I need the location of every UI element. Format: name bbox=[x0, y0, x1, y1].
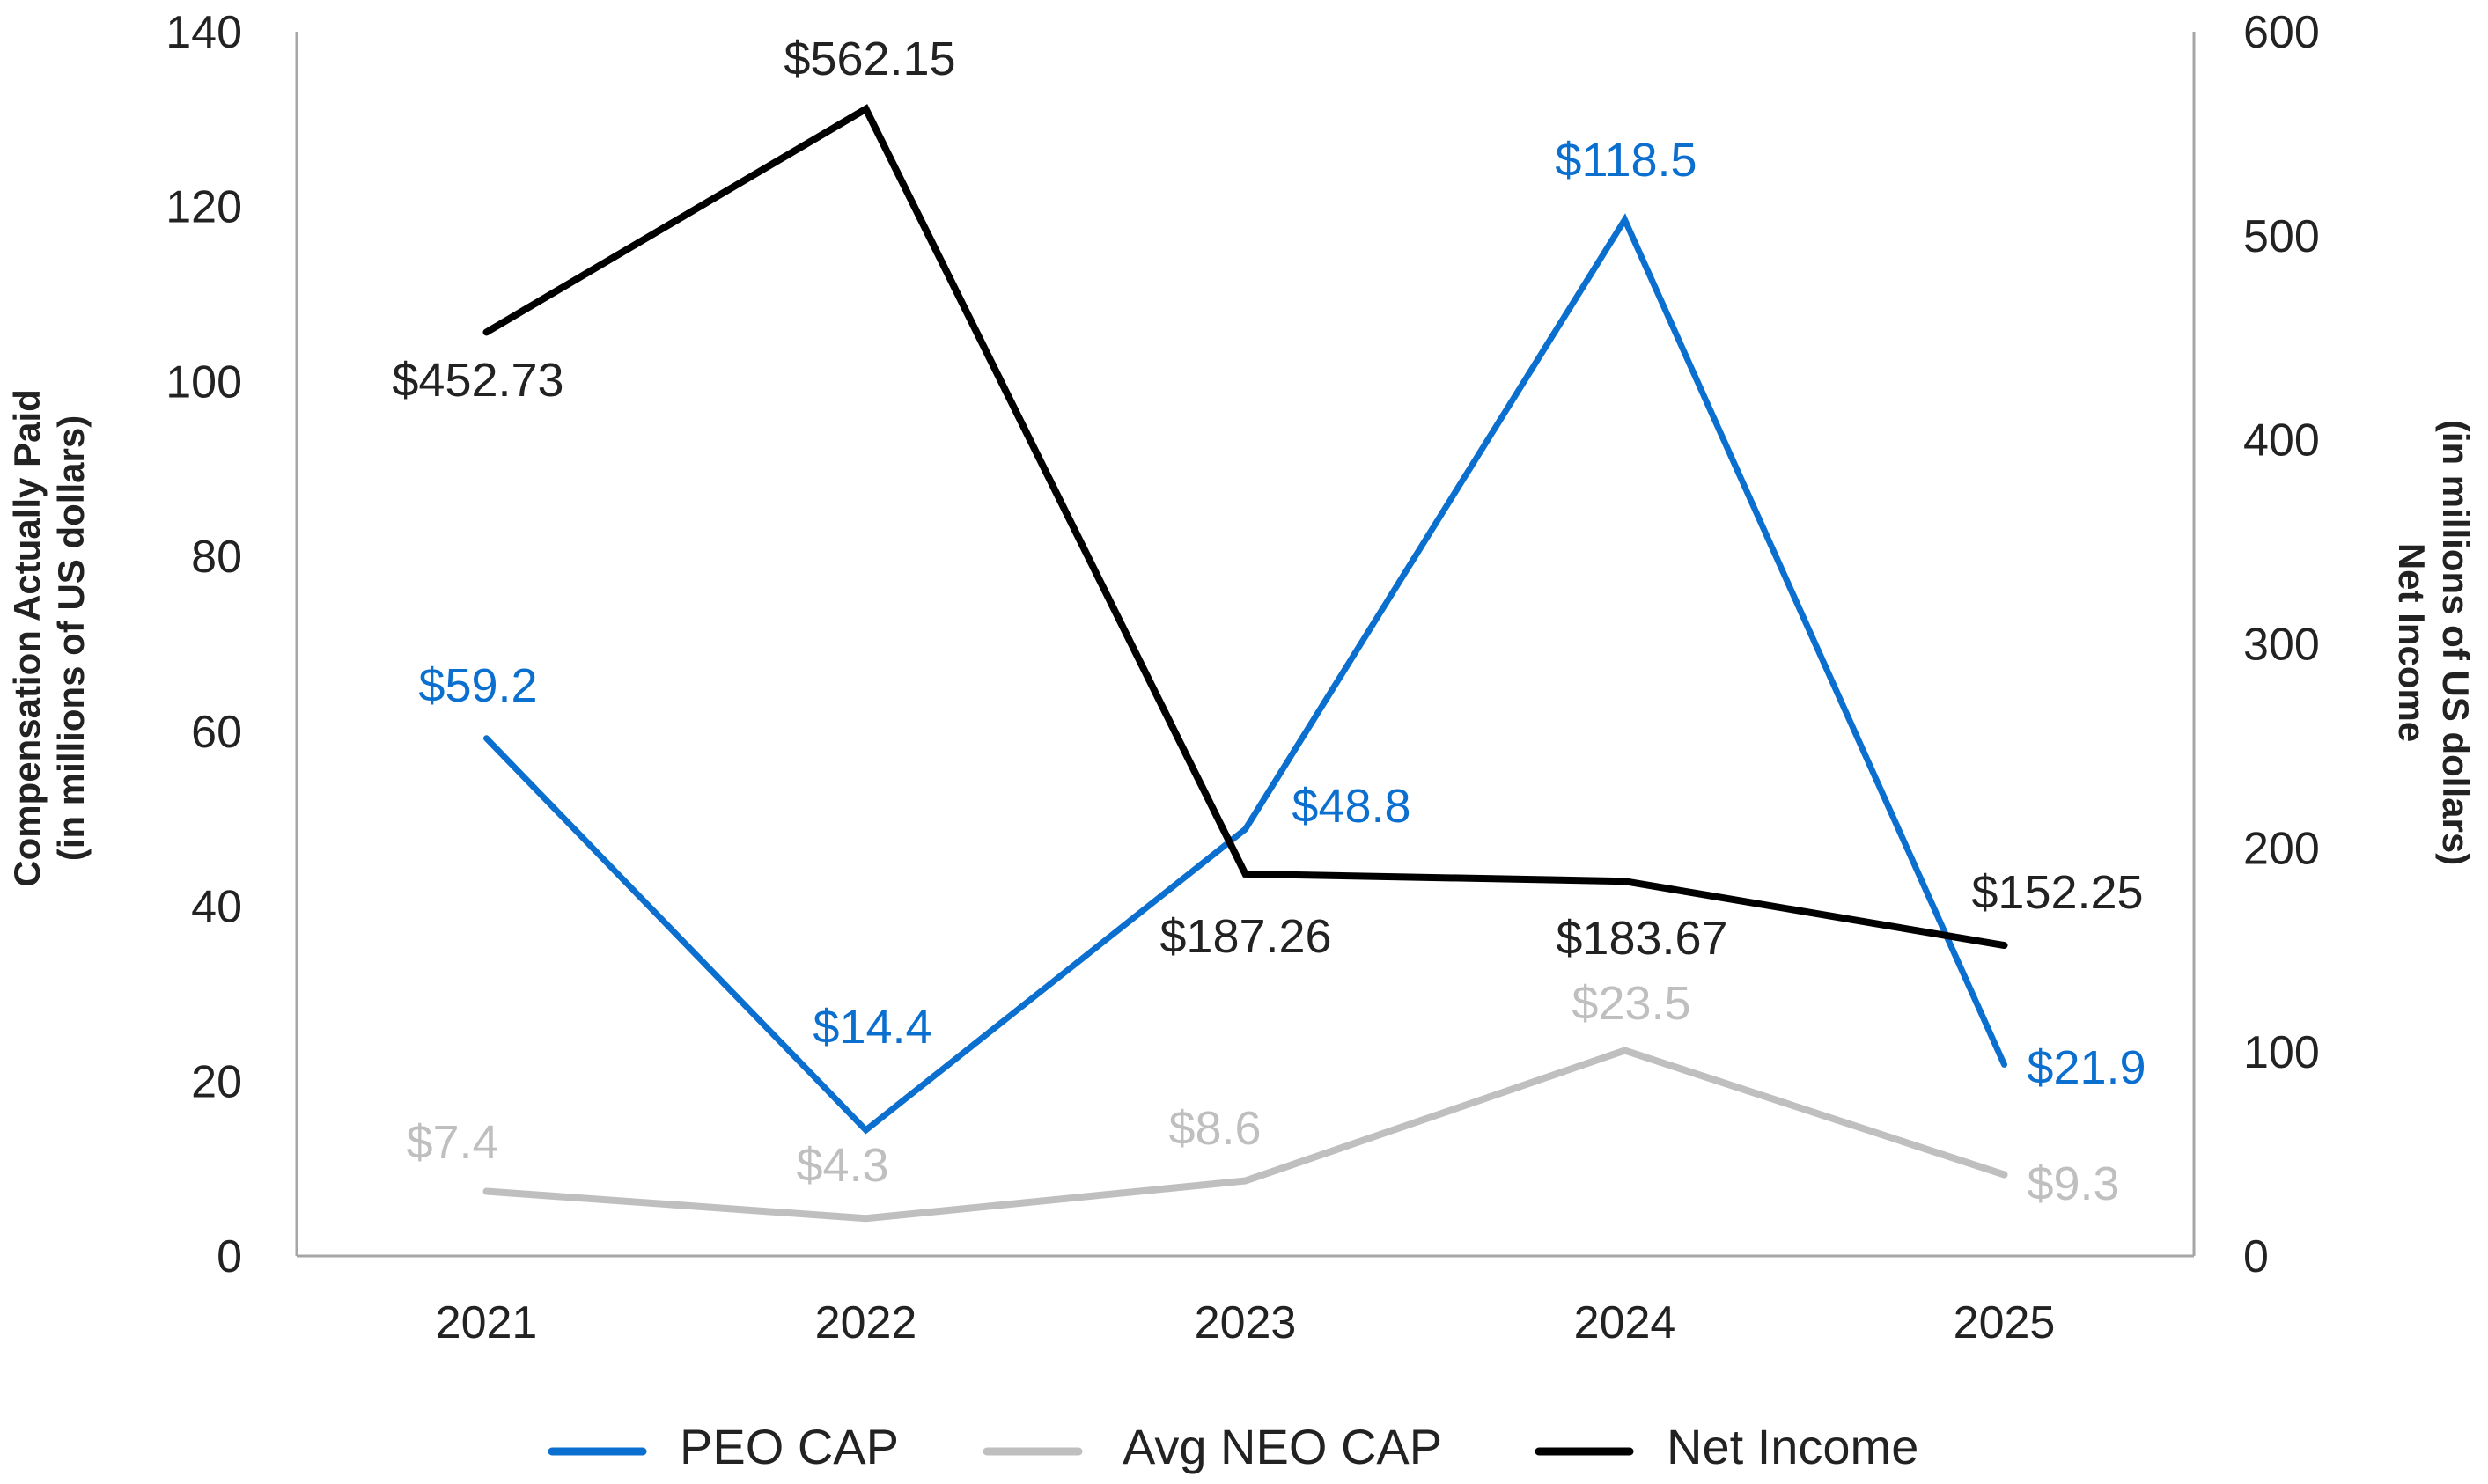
data-label: $7.4 bbox=[406, 1116, 498, 1169]
data-label: $183.67 bbox=[1556, 912, 1727, 965]
x-tick-label: 2021 bbox=[436, 1297, 538, 1348]
right-tick-label: 400 bbox=[2243, 415, 2320, 467]
data-label: $14.4 bbox=[813, 1001, 931, 1054]
data-label: $59.2 bbox=[418, 659, 537, 712]
right-tick-label: 500 bbox=[2243, 211, 2320, 262]
data-label: $23.5 bbox=[1572, 977, 1690, 1030]
left-tick-label: 40 bbox=[191, 882, 242, 933]
left-axis-title-line2: (in millions of US dollars) bbox=[50, 415, 92, 861]
right-tick-label: 200 bbox=[2243, 823, 2320, 874]
data-label: $562.15 bbox=[784, 33, 955, 85]
x-tick-label: 2024 bbox=[1574, 1297, 1676, 1348]
data-label: $452.73 bbox=[392, 354, 563, 407]
right-tick-label: 600 bbox=[2243, 7, 2320, 58]
right-tick-label: 100 bbox=[2243, 1027, 2320, 1078]
data-label: $152.25 bbox=[1971, 866, 2143, 919]
left-tick-label: 100 bbox=[166, 356, 242, 408]
left-tick-label: 20 bbox=[191, 1056, 242, 1107]
legend-label: PEO CAP bbox=[680, 1419, 899, 1474]
data-label: $4.3 bbox=[796, 1139, 888, 1192]
right-axis-title-line1: Net Income bbox=[2391, 543, 2433, 742]
series-line-peo-cap bbox=[483, 213, 2007, 1135]
right-axis-title-line2: (in millions of US dollars) bbox=[2435, 420, 2477, 865]
data-label: $118.5 bbox=[1555, 134, 1697, 187]
legend: PEO CAP Avg NEO CAP Net Income bbox=[548, 1419, 1918, 1474]
data-label: $9.3 bbox=[2027, 1157, 2119, 1210]
x-tick-label: 2022 bbox=[815, 1297, 917, 1348]
left-tick-label: 0 bbox=[217, 1231, 242, 1282]
left-tick-label: 80 bbox=[191, 532, 242, 583]
right-tick-label: 0 bbox=[2243, 1231, 2269, 1282]
series-lines bbox=[482, 104, 2008, 1223]
legend-label: Avg NEO CAP bbox=[1123, 1419, 1442, 1474]
data-labels: $59.2 $14.4 $48.8 $118.5 $21.9 $7.4 $4.3 $8.6 $2… bbox=[392, 33, 2146, 1210]
data-label: $48.8 bbox=[1292, 780, 1410, 833]
axes: 0 20 40 60 80 100 120 140 0 100 200 300 400 500 600 202… bbox=[166, 7, 2320, 1348]
legend-label: Net Income bbox=[1667, 1419, 1918, 1474]
x-tick-label: 2023 bbox=[1195, 1297, 1297, 1348]
right-tick-label: 300 bbox=[2243, 620, 2320, 671]
left-tick-label: 60 bbox=[191, 707, 242, 758]
series-line-net-income bbox=[482, 104, 2008, 950]
left-tick-label: 120 bbox=[166, 182, 242, 233]
data-label: $187.26 bbox=[1159, 910, 1331, 963]
left-axis-title-line1: Compensation Actually Paid bbox=[6, 389, 48, 887]
x-tick-label: 2025 bbox=[1954, 1297, 2056, 1348]
left-tick-label: 140 bbox=[166, 7, 242, 58]
series-line-avg-neo-cap bbox=[482, 1047, 2008, 1223]
data-label: $21.9 bbox=[2027, 1041, 2146, 1094]
data-label: $8.6 bbox=[1168, 1102, 1261, 1155]
